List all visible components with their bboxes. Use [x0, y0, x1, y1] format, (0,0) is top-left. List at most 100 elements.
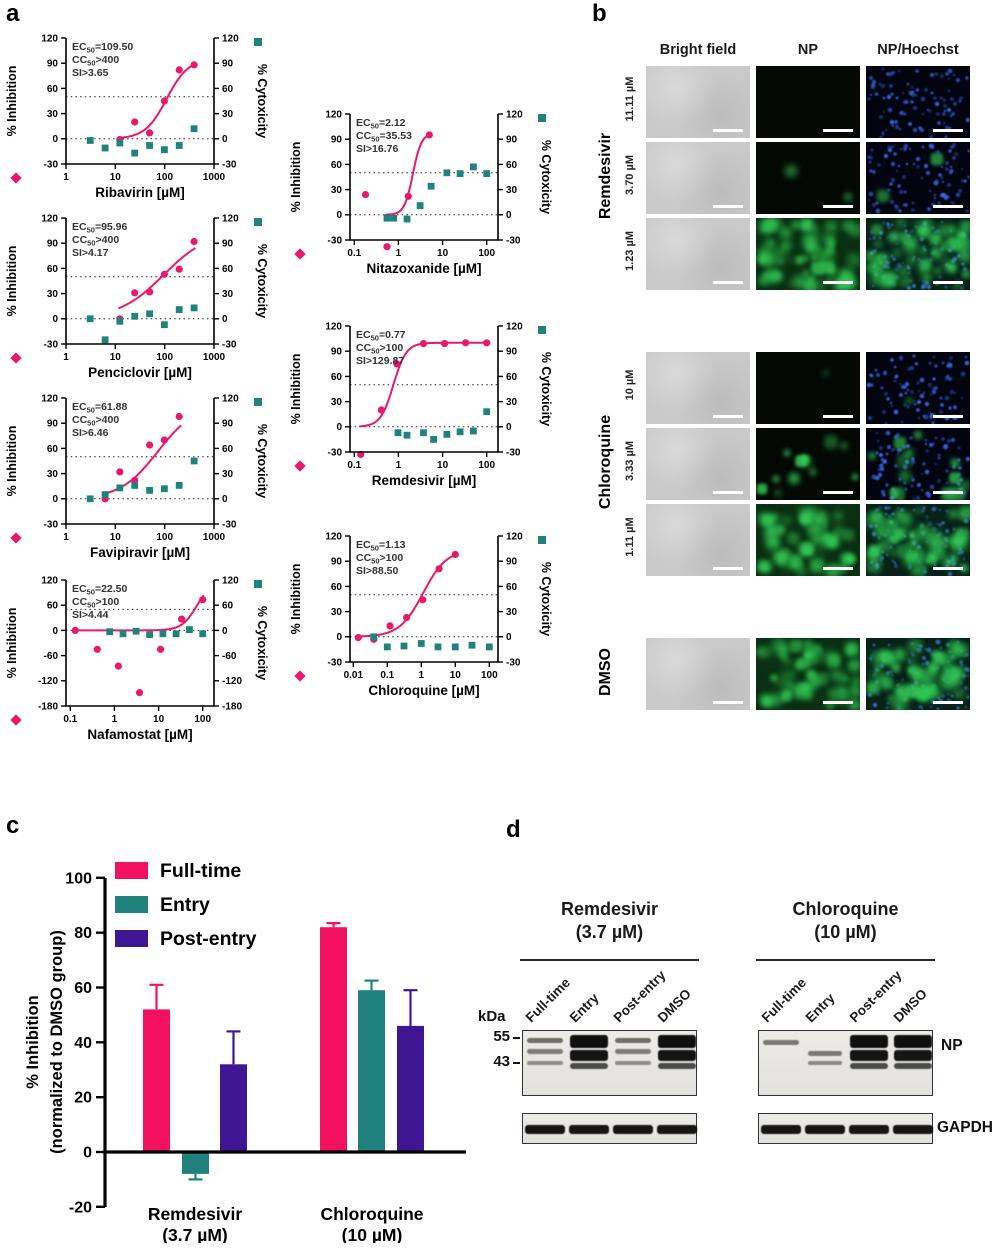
svg-text:0: 0: [222, 494, 228, 505]
bar-post-entry: [220, 1064, 247, 1152]
protein-band: [850, 1063, 888, 1069]
fit-annotation: EC50=109.50: [72, 41, 133, 55]
dose-label: 1.11 µM: [624, 517, 636, 557]
cytotoxicity-legend-marker: [538, 114, 546, 122]
svg-text:0.1: 0.1: [63, 714, 77, 725]
svg-text:0: 0: [506, 422, 512, 433]
svg-text:120: 120: [41, 213, 58, 224]
svg-text:60: 60: [47, 84, 59, 95]
chart-chloroquine: -30 -30 0 0 30 30 60 60 90 90 120 120 0.01 0.1 1 10 100 C…: [288, 522, 556, 714]
protein-band: [615, 1061, 651, 1065]
y-axis-title-line2: (normalized to DMSO group): [48, 930, 66, 1154]
svg-text:0: 0: [336, 422, 342, 433]
svg-text:120: 120: [222, 33, 239, 44]
column-header-np-hoechst: NP/Hoechst: [877, 42, 959, 58]
svg-text:0: 0: [336, 632, 342, 643]
protein-band: [808, 1051, 842, 1056]
svg-text:60: 60: [331, 372, 343, 383]
microscopy-cell-bf: [646, 504, 750, 576]
svg-text:90: 90: [506, 347, 518, 358]
svg-text:30: 30: [506, 607, 518, 618]
hoechst-nuclei-layer: [866, 66, 868, 68]
microscopy-cell-np: [756, 142, 860, 214]
svg-text:120: 120: [41, 33, 58, 44]
svg-text:30: 30: [47, 289, 59, 300]
scale-bar: [713, 566, 743, 570]
svg-text:120: 120: [325, 531, 342, 542]
svg-text:100: 100: [481, 670, 498, 681]
svg-text:100: 100: [156, 532, 173, 543]
inhibition-legend-marker: [10, 714, 22, 726]
svg-text:90: 90: [331, 347, 343, 358]
svg-text:90: 90: [331, 557, 343, 568]
microscopy-cell-np: [756, 66, 860, 138]
left-axis-title: % Inhibition: [289, 142, 303, 213]
np-green-tint: [866, 218, 970, 290]
np-blot-chloroquine: [758, 1030, 933, 1096]
x-axis-title: Chloroquine [µM]: [368, 683, 479, 698]
svg-text:90: 90: [47, 239, 59, 250]
svg-text:0: 0: [222, 134, 228, 145]
chart-favipiravir: -30 -30 0 0 30 30 60 60 90 90 120 120 1 10 100 1000 Favi…: [4, 384, 272, 576]
bar-plot: Full-time Entry Post-entry 100 80 60 40 20 0 -20%…: [24, 860, 466, 1245]
bar-chart-inhibition: Full-time Entry Post-entry 100 80 60 40 20 0 -20%…: [0, 810, 480, 1245]
left-axis-title: % Inhibition: [289, 354, 303, 425]
marker-43-tick: [513, 1062, 520, 1064]
np-green-tint: [756, 638, 860, 710]
dose-response-plot: -30 -30 0 0 30 30 60 60 90 90 120 120 0.1 1 10 100 Nitaz…: [289, 109, 553, 276]
svg-text:60: 60: [222, 444, 234, 455]
protein-band: [761, 1125, 801, 1134]
panel-letter-b: b: [592, 0, 607, 27]
dose-response-plot: -30 -30 0 0 30 30 60 60 90 90 120 120 0.1 1 10 100Remde…: [289, 321, 553, 488]
protein-band: [805, 1125, 845, 1134]
svg-text:60: 60: [222, 84, 234, 95]
cytotoxicity-legend-marker: [254, 38, 262, 46]
inhibition-legend-marker: [10, 172, 22, 184]
svg-text:1000: 1000: [203, 532, 226, 543]
svg-text:120: 120: [222, 213, 239, 224]
cytotoxicity-legend-marker: [254, 580, 262, 588]
svg-text:120: 120: [325, 109, 342, 120]
left-axis-title: % Inhibition: [5, 66, 19, 137]
svg-text:-30: -30: [44, 519, 59, 530]
panel-letter-d: d: [506, 816, 521, 843]
svg-text:90: 90: [47, 419, 59, 430]
svg-text:60: 60: [47, 601, 59, 612]
right-axis-title: % Cytoxicity: [255, 606, 269, 680]
scale-bar: [713, 280, 743, 284]
svg-text:60: 60: [331, 582, 343, 593]
svg-text:-30: -30: [222, 339, 237, 350]
svg-text:20: 20: [74, 1090, 92, 1107]
cytotoxicity-legend-marker: [538, 536, 546, 544]
group-label-dose: (10 µM): [342, 1225, 403, 1243]
fit-annotation: CC50=35.53: [356, 130, 412, 144]
svg-text:120: 120: [506, 531, 523, 542]
chart-penciclovir: -30 -30 0 0 30 30 60 60 90 90 120 120 1 10 100 1000 Penc…: [4, 204, 272, 396]
svg-text:0: 0: [222, 314, 228, 325]
svg-text:Post-entry: Post-entry: [160, 928, 257, 950]
inhibition-legend-marker: [294, 248, 306, 260]
group-label: Remdesivir: [148, 1204, 243, 1224]
gapdh-blot-chloroquine: [758, 1113, 933, 1144]
np-green-layer: [756, 218, 758, 220]
protein-band: [894, 1063, 932, 1069]
svg-text:1000: 1000: [203, 172, 226, 183]
svg-text:60: 60: [506, 582, 518, 593]
cytotoxicity-legend-marker: [254, 218, 262, 226]
svg-text:120: 120: [506, 321, 523, 332]
svg-text:120: 120: [41, 393, 58, 404]
x-axis-title: Favipiravir [µM]: [90, 545, 190, 560]
protein-band: [525, 1125, 565, 1134]
marker-43: 43: [493, 1053, 510, 1070]
svg-text:-120: -120: [222, 676, 242, 687]
svg-text:90: 90: [506, 557, 518, 568]
protein-band: [658, 1063, 696, 1069]
scale-bar: [823, 280, 853, 284]
protein-band: [893, 1125, 933, 1134]
np-green-tint: [756, 218, 860, 290]
scale-bar: [823, 414, 853, 418]
microscopy-cell-bf: [646, 142, 750, 214]
column-header-bright-field: Bright field: [659, 42, 737, 58]
